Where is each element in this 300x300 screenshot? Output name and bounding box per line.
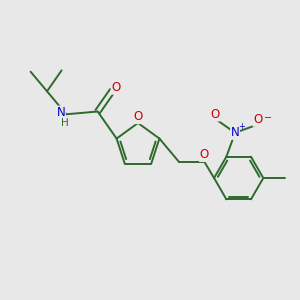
Text: O: O (134, 110, 142, 124)
Text: O: O (200, 148, 209, 161)
Text: O: O (211, 108, 220, 121)
Text: H: H (61, 118, 69, 128)
Text: N: N (231, 126, 239, 139)
Text: O: O (111, 81, 121, 94)
Text: +: + (238, 122, 245, 131)
Text: −: − (264, 112, 272, 123)
Text: N: N (56, 106, 65, 119)
Text: O: O (253, 113, 262, 126)
